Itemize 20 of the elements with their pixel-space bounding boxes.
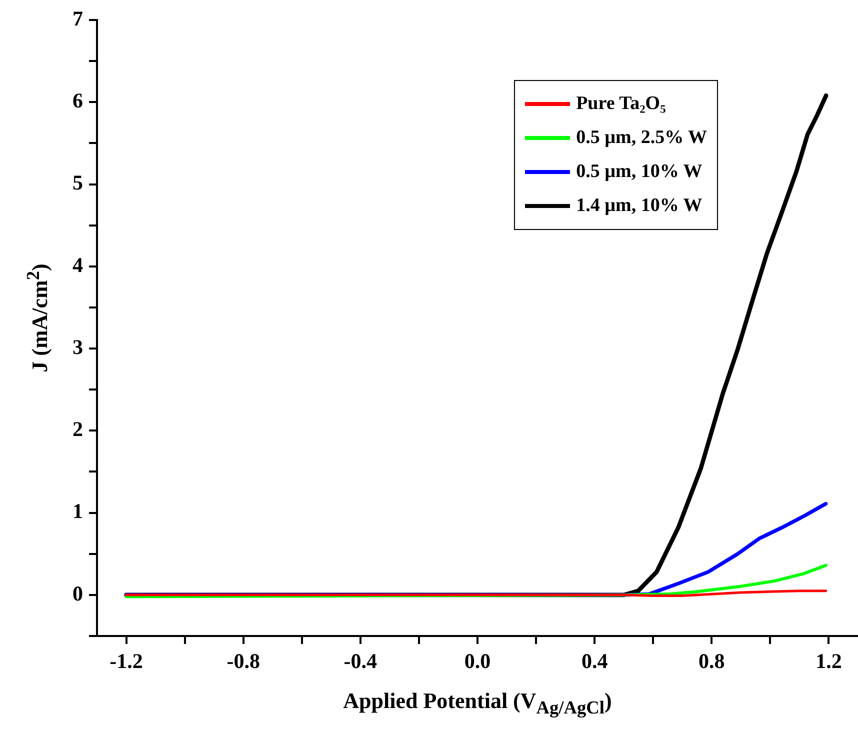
x-tick-label: 0.4 bbox=[581, 649, 608, 674]
x-tick-label: -1.2 bbox=[110, 649, 143, 674]
legend-label: Pure Ta₂O₅ bbox=[576, 93, 666, 115]
x-tick-label: -0.8 bbox=[226, 649, 260, 674]
x-tick-label: 0.0 bbox=[464, 649, 491, 674]
x-axis-title: Applied Potential (V$_{Ag/AgCl}$) bbox=[342, 688, 613, 718]
y-tick-label: 1 bbox=[72, 499, 83, 524]
legend-label: 1.4 µm, 10% W bbox=[576, 195, 702, 217]
y-tick-label: 5 bbox=[72, 170, 83, 195]
y-tick-label: 6 bbox=[72, 88, 83, 113]
legend-label: 0.5 µm, 10% W bbox=[576, 161, 702, 183]
x-tick-label: 0.8 bbox=[698, 649, 725, 674]
y-tick-label: 4 bbox=[72, 252, 84, 277]
x-tick-label: -0.4 bbox=[344, 649, 378, 674]
y-tick-label: 3 bbox=[72, 334, 83, 359]
x-tick-label: 1.2 bbox=[816, 649, 842, 674]
legend-label: 0.5 µm, 2.5% W bbox=[576, 127, 707, 149]
y-tick-label: 0 bbox=[72, 581, 83, 606]
y-tick-label: 2 bbox=[72, 417, 83, 442]
y-tick-label: 7 bbox=[72, 6, 83, 30]
